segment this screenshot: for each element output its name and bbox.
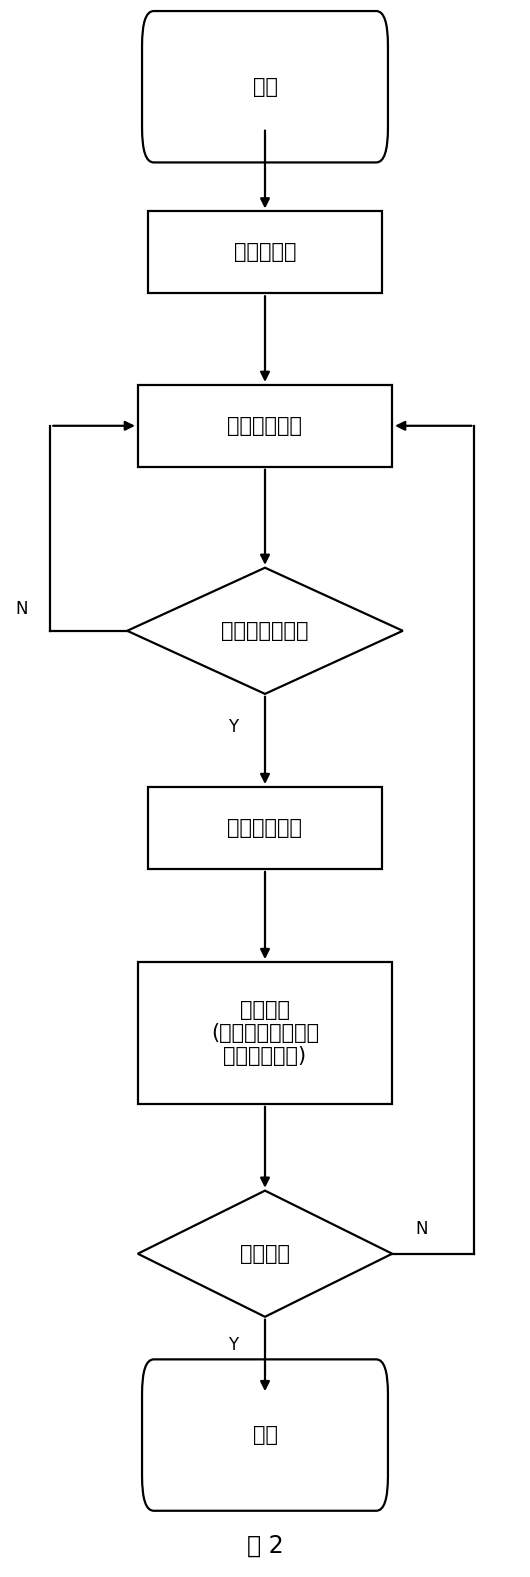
FancyBboxPatch shape — [142, 1359, 388, 1511]
Text: 是否接收到命令: 是否接收到命令 — [221, 621, 309, 640]
Text: Y: Y — [228, 718, 238, 735]
Polygon shape — [138, 1191, 392, 1317]
Text: 判断任务类型: 判断任务类型 — [227, 818, 303, 837]
Bar — [148, 787, 382, 869]
Text: 等待接收命令: 等待接收命令 — [227, 416, 303, 435]
Bar — [138, 385, 392, 467]
Polygon shape — [127, 568, 403, 694]
Text: N: N — [15, 601, 28, 618]
Bar — [138, 962, 392, 1104]
FancyBboxPatch shape — [142, 11, 388, 162]
Text: 执行任务
(驱动控制、数据采
集、数据处理): 执行任务 (驱动控制、数据采 集、数据处理) — [211, 1000, 319, 1066]
Text: 结束: 结束 — [252, 1426, 278, 1445]
Text: 是否结束: 是否结束 — [240, 1244, 290, 1263]
Text: 图 2: 图 2 — [246, 1533, 284, 1558]
Text: 开始: 开始 — [252, 77, 278, 96]
Text: 系统初始化: 系统初始化 — [234, 243, 296, 262]
Text: N: N — [415, 1221, 428, 1238]
Bar — [148, 211, 382, 293]
Text: Y: Y — [228, 1336, 238, 1353]
